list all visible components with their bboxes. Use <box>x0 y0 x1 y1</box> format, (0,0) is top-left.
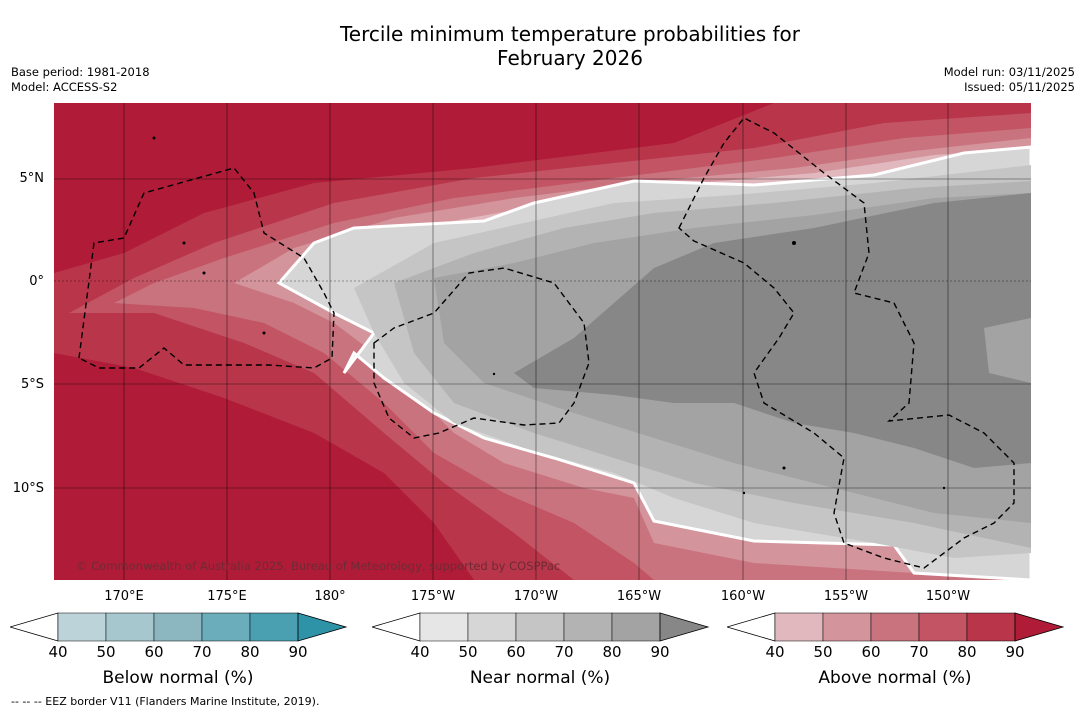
colorbar-above-normal <box>727 612 1065 642</box>
lat-label-10s: 10°S <box>12 481 44 496</box>
colorbar-title-above: Above normal (%) <box>818 668 972 688</box>
model-run-text: Model run: 03/11/2025 <box>943 65 1075 79</box>
lon-label-175e: 175°E <box>207 589 247 604</box>
lat-label-0: 0° <box>29 274 44 289</box>
lat-label-5n: 5°N <box>19 171 45 186</box>
colorbar-segment <box>249 612 299 642</box>
meta-right: Model run: 03/11/2025 Issued: 05/11/2025 <box>944 65 1075 95</box>
colorbar-near-normal <box>372 612 710 642</box>
title-line-1: Tercile minimum temperature probabilitie… <box>339 22 801 46</box>
colorbar-tick-label: 70 <box>192 643 212 661</box>
near-80-region <box>514 193 1031 468</box>
lon-label-165w: 165°W <box>616 589 662 604</box>
colorbar-segment <box>153 612 203 642</box>
colorbar-segment <box>57 612 107 642</box>
colorbar-tick-label: 90 <box>288 643 308 661</box>
colorbar-low-arrow <box>10 612 59 642</box>
island-markers <box>152 136 946 495</box>
graticule <box>54 103 1031 580</box>
issued-text: Issued: 05/11/2025 <box>964 80 1075 94</box>
lon-label-175w: 175°W <box>410 589 456 604</box>
colorbar-tick-label: 50 <box>96 643 116 661</box>
colorbar-high-arrow <box>659 612 710 642</box>
colorbar-segment <box>467 612 517 642</box>
model-text: Model: ACCESS-S2 <box>11 80 118 94</box>
colorbar-segment <box>201 612 251 642</box>
lon-label-170w: 170°W <box>513 589 559 604</box>
colorbar-tick-label: 40 <box>765 643 785 661</box>
colorbar-segment <box>611 612 661 642</box>
colorbar-segment <box>774 612 824 642</box>
colorbar-high-arrow <box>1014 612 1065 642</box>
colorbar-title-near: Near normal (%) <box>469 668 611 688</box>
lon-label-160w: 160°W <box>720 589 766 604</box>
colorbar-high-arrow <box>297 612 348 642</box>
colorbar-segment <box>419 612 469 642</box>
lat-label-5s: 5°S <box>20 377 44 392</box>
lon-label-150w: 150°W <box>925 589 971 604</box>
colorbar-tick-label: 60 <box>861 643 881 661</box>
colorbar-tick-label: 70 <box>909 643 929 661</box>
lon-label-180: 180° <box>314 589 346 604</box>
colorbar-low-arrow <box>372 612 421 642</box>
colorbar-tick-label: 50 <box>813 643 833 661</box>
copyright-text: © Commonwealth of Australia 2025, Bureau… <box>76 559 560 573</box>
lon-label-170e: 170°E <box>104 589 144 604</box>
colorbar-segment <box>918 612 968 642</box>
colorbar-low-arrow <box>727 612 776 642</box>
colorbar-tick-label: 90 <box>1005 643 1025 661</box>
colorbar-tick-label: 40 <box>48 643 68 661</box>
eez-footnote: -- -- -- EEZ border V11 (Flanders Marine… <box>11 695 320 708</box>
colorbar-segment <box>515 612 565 642</box>
colorbar-segment <box>966 612 1016 642</box>
colorbar-segment <box>105 612 155 642</box>
colorbar-tick-label: 80 <box>602 643 622 661</box>
colorbar-below-normal <box>10 612 348 642</box>
probability-map: © Commonwealth of Australia 2025, Bureau… <box>54 103 1031 580</box>
colorbar-segment <box>563 612 613 642</box>
base-period-text: Base period: 1981-2018 <box>11 65 150 79</box>
colorbar-title-below: Below normal (%) <box>102 668 254 688</box>
colorbar-tick-label: 70 <box>554 643 574 661</box>
lon-label-155w: 155°W <box>823 589 869 604</box>
colorbar-segment <box>870 612 920 642</box>
eez-borders <box>78 117 1015 569</box>
colorbar-tick-label: 50 <box>458 643 478 661</box>
colorbar-tick-label: 60 <box>506 643 526 661</box>
colorbar-tick-label: 60 <box>144 643 164 661</box>
colorbar-tick-label: 80 <box>240 643 260 661</box>
meta-left: Base period: 1981-2018 Model: ACCESS-S2 <box>11 65 150 95</box>
chart-title: Tercile minimum temperature probabilitie… <box>0 22 1085 70</box>
colorbar-tick-label: 40 <box>410 643 430 661</box>
colorbar-segment <box>822 612 872 642</box>
colorbar-tick-label: 80 <box>957 643 977 661</box>
colorbar-tick-label: 90 <box>650 643 670 661</box>
title-line-2: February 2026 <box>497 46 643 70</box>
